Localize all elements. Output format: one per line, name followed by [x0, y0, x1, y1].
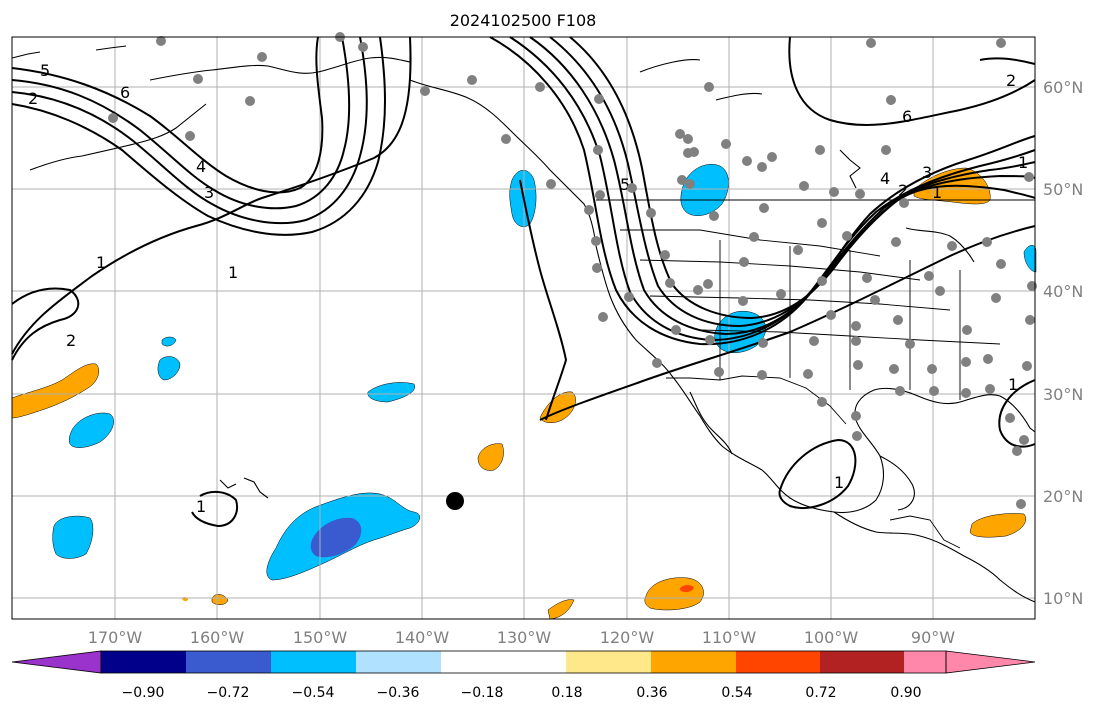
contour-big-trough-5 [569, 36, 1036, 320]
colorbar-tick-label: 0.36 [636, 685, 667, 701]
colorbar-segment [904, 651, 946, 673]
contour-label: 1 [228, 263, 238, 282]
lon-label: 140°W [395, 628, 450, 647]
contour-label: 1 [1008, 375, 1018, 394]
lon-label: 160°W [190, 628, 245, 647]
contour-1-hawaii [191, 490, 238, 528]
colorbar-tick-label: 0.54 [721, 685, 752, 701]
colorbar-segment [820, 651, 904, 673]
contour-2-west [11, 287, 80, 361]
contour-label: 2 [1006, 71, 1016, 90]
anomaly-blue-west-1 [68, 412, 114, 448]
contour-label-group: 5 2 6 4 3 1 1 2 1 5 6 2 4 2 3 1 1 1 1 [28, 61, 1028, 516]
lat-label: 60°N [1043, 78, 1083, 97]
colorbar-tick-label: −0.36 [377, 685, 420, 701]
contour-label: 6 [120, 83, 130, 102]
lon-label: 120°W [600, 628, 655, 647]
contour-jet-2 [11, 36, 368, 225]
contour-label: 4 [196, 157, 206, 176]
map-panel: 5 2 6 4 3 1 1 2 1 5 6 2 4 2 3 1 1 1 1 [11, 32, 1037, 620]
anomaly-blue-canada [680, 164, 729, 216]
contour-1-pacific [11, 36, 412, 355]
contour-big-trough-1 [489, 36, 1036, 346]
colorbar-segment [651, 651, 736, 673]
graticule [12, 37, 1035, 619]
lat-label: 20°N [1043, 487, 1083, 506]
contour-big-trough-3 [529, 36, 1036, 336]
anomaly-blue-west-2 [52, 515, 94, 559]
lon-label: 150°W [293, 628, 348, 647]
contour-1-se [519, 179, 568, 421]
contour-1-east [539, 225, 1036, 421]
colorbar-tick-label: 0.18 [551, 685, 582, 701]
colorbar-segment [441, 651, 566, 673]
contour-1-mexico [778, 438, 857, 509]
colorbar-segment [566, 651, 651, 673]
colorbar-tick-label: 0.90 [890, 685, 921, 701]
anomaly-orange-caribbean [969, 513, 1026, 538]
contour-label: 3 [922, 163, 932, 182]
contour-label: 1 [96, 253, 106, 272]
colorbar-tick-label: −0.72 [207, 685, 250, 701]
contour-6-canada [788, 36, 1036, 126]
lon-label: 100°W [804, 628, 859, 647]
anomaly-blue-small-2 [161, 336, 177, 347]
lat-label: 30°N [1043, 385, 1083, 404]
contour-jet-3 [11, 36, 386, 236]
anomaly-orange-west [11, 363, 99, 419]
contour-big-trough-2 [509, 36, 1036, 342]
contour-label: 2 [66, 331, 76, 350]
contour-label: 1 [1018, 153, 1028, 172]
anomaly-blue-gulf [1023, 245, 1037, 273]
colorbar-segment [736, 651, 820, 673]
lon-label: 90°W [911, 628, 955, 647]
lat-label: 10°N [1043, 589, 1083, 608]
map-frame [11, 36, 1036, 620]
colorbar-segment [271, 651, 356, 673]
lat-label: 40°N [1043, 282, 1083, 301]
colorbar-frame [100, 650, 947, 674]
contour-label: 1 [932, 183, 942, 202]
lon-label: 110°W [702, 628, 757, 647]
anomaly-orange-mid [477, 443, 504, 471]
longitude-axis-labels: 170°W 160°W 150°W 140°W 130°W 120°W 110°… [88, 628, 955, 647]
contour-label: 4 [880, 169, 890, 188]
contour-label: 1 [834, 473, 844, 492]
anomaly-orange-south-1 [547, 599, 575, 620]
colorbar-extend-low [11, 650, 102, 674]
anomaly-blue-small-1 [157, 356, 181, 381]
contour-label: 6 [902, 107, 912, 126]
contour-label: 3 [204, 183, 214, 202]
colorbar-extend-high [945, 650, 1036, 674]
contour-big-trough-4 [549, 36, 1036, 328]
contour-lines [11, 36, 1036, 528]
colorbar-segment [356, 651, 441, 673]
colorbar-tick-label: −0.54 [292, 685, 335, 701]
contour-label: 2 [898, 181, 908, 200]
lon-label: 130°W [497, 628, 552, 647]
contour-jet-4 [11, 36, 324, 194]
contour-label: 5 [40, 61, 50, 80]
contour-label: 5 [620, 175, 630, 194]
figure-title: 2024102500 F108 [450, 11, 597, 30]
latitude-axis-labels: 60°N 50°N 40°N 30°N 20°N 10°N [1043, 78, 1083, 608]
colorbar-tick-label: −0.18 [461, 685, 504, 701]
anomaly-red-mexico [680, 585, 694, 593]
storm-center-marker [446, 492, 464, 510]
anomaly-darkblue-core [310, 517, 362, 558]
contour-2-ne [979, 57, 1036, 65]
contour-1-gulf [998, 379, 1036, 448]
contour-label: 1 [196, 497, 206, 516]
colorbar-segment [186, 651, 271, 673]
contour-jet-1 [11, 36, 351, 210]
lat-label: 50°N [1043, 180, 1083, 199]
contour-label: 2 [28, 89, 38, 108]
lon-label: 170°W [88, 628, 143, 647]
colorbar-tick-label: −0.90 [122, 685, 165, 701]
colorbar: −0.90 −0.72 −0.54 −0.36 −0.18 0.18 0.36 … [11, 650, 1036, 701]
colorbar-tick-label: 0.72 [805, 685, 836, 701]
colorbar-segment [101, 651, 186, 673]
